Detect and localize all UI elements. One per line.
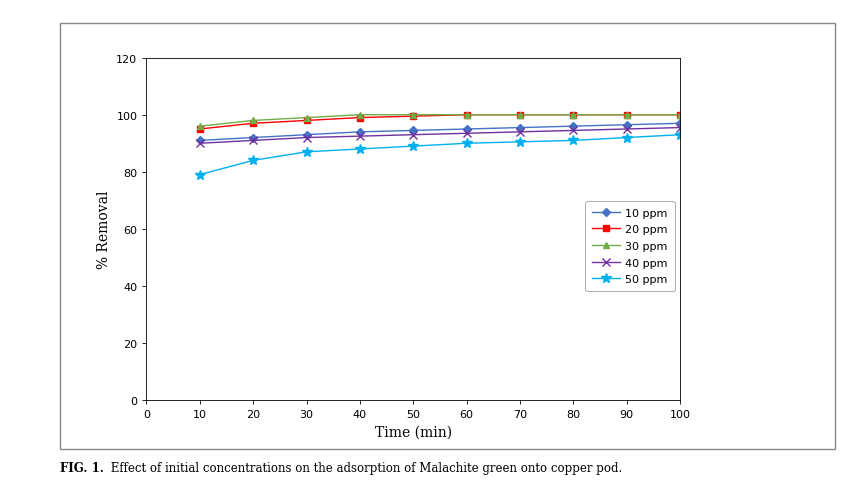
- 50 ppm: [675, 133, 685, 139]
- 30 ppm: [408, 113, 418, 119]
- 20 ppm: [461, 113, 472, 119]
- 10 ppm: [301, 133, 312, 139]
- 10 ppm: [461, 127, 472, 133]
- 20 ppm: [355, 116, 365, 122]
- 20 ppm: [568, 113, 579, 119]
- 20 ppm: [408, 114, 418, 120]
- 50 ppm: [195, 172, 205, 178]
- Line: 10 ppm: 10 ppm: [197, 121, 683, 144]
- Text: FIG. 1.: FIG. 1.: [60, 461, 104, 474]
- Legend: 10 ppm, 20 ppm, 30 ppm, 40 ppm, 50 ppm: 10 ppm, 20 ppm, 30 ppm, 40 ppm, 50 ppm: [585, 202, 675, 291]
- 30 ppm: [622, 113, 632, 119]
- Line: 40 ppm: 40 ppm: [195, 124, 684, 148]
- 50 ppm: [568, 138, 579, 144]
- 50 ppm: [355, 147, 365, 153]
- 40 ppm: [195, 141, 205, 147]
- 10 ppm: [515, 125, 525, 131]
- Line: 30 ppm: 30 ppm: [196, 112, 684, 130]
- 10 ppm: [355, 130, 365, 136]
- 30 ppm: [355, 113, 365, 119]
- Y-axis label: % Removal: % Removal: [96, 190, 111, 268]
- 30 ppm: [568, 113, 579, 119]
- 10 ppm: [568, 124, 579, 130]
- Text: Effect of initial concentrations on the adsorption of Malachite green onto coppe: Effect of initial concentrations on the …: [107, 461, 622, 474]
- 30 ppm: [515, 113, 525, 119]
- 50 ppm: [301, 150, 312, 156]
- 50 ppm: [461, 141, 472, 147]
- 50 ppm: [622, 135, 632, 141]
- 40 ppm: [568, 128, 579, 134]
- 20 ppm: [622, 113, 632, 119]
- 40 ppm: [461, 131, 472, 137]
- 40 ppm: [622, 127, 632, 133]
- 40 ppm: [355, 134, 365, 140]
- 20 ppm: [515, 113, 525, 119]
- 10 ppm: [675, 121, 685, 127]
- 30 ppm: [195, 124, 205, 130]
- 40 ppm: [675, 125, 685, 131]
- 20 ppm: [195, 127, 205, 133]
- 10 ppm: [622, 122, 632, 128]
- 40 ppm: [515, 130, 525, 136]
- 30 ppm: [461, 113, 472, 119]
- 20 ppm: [301, 118, 312, 124]
- 40 ppm: [301, 135, 312, 141]
- 40 ppm: [408, 133, 418, 139]
- 10 ppm: [408, 128, 418, 134]
- 50 ppm: [248, 158, 258, 164]
- 40 ppm: [248, 138, 258, 144]
- Line: 50 ppm: 50 ppm: [195, 131, 685, 180]
- X-axis label: Time (min): Time (min): [375, 425, 452, 439]
- 20 ppm: [248, 121, 258, 127]
- 30 ppm: [301, 116, 312, 122]
- 30 ppm: [675, 113, 685, 119]
- 50 ppm: [515, 140, 525, 145]
- 10 ppm: [195, 138, 205, 144]
- 10 ppm: [248, 135, 258, 141]
- 20 ppm: [675, 113, 685, 119]
- Line: 20 ppm: 20 ppm: [197, 113, 683, 133]
- 30 ppm: [248, 118, 258, 124]
- 50 ppm: [408, 144, 418, 150]
